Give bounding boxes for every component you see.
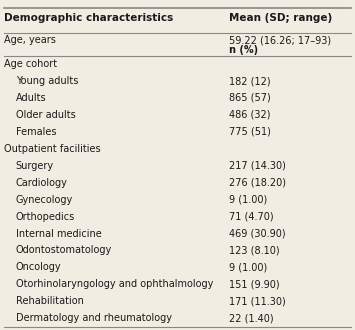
Text: 71 (4.70): 71 (4.70) [229, 212, 274, 221]
Text: 486 (32): 486 (32) [229, 110, 271, 120]
Text: Older adults: Older adults [16, 110, 75, 120]
Text: Age, years: Age, years [4, 35, 56, 45]
Text: 151 (9.90): 151 (9.90) [229, 279, 280, 289]
Text: 217 (14.30): 217 (14.30) [229, 161, 286, 171]
Text: 469 (30.90): 469 (30.90) [229, 228, 286, 239]
Text: 865 (57): 865 (57) [229, 93, 271, 103]
Text: 9 (1.00): 9 (1.00) [229, 262, 267, 272]
Text: Orthopedics: Orthopedics [16, 212, 75, 221]
Text: Oncology: Oncology [16, 262, 61, 272]
Text: Odontostomatology: Odontostomatology [16, 246, 112, 255]
Text: Outpatient facilities: Outpatient facilities [4, 144, 101, 154]
Text: Surgery: Surgery [16, 161, 54, 171]
Text: 775 (51): 775 (51) [229, 127, 271, 137]
Text: n (%): n (%) [229, 45, 258, 55]
Text: Age cohort: Age cohort [4, 59, 58, 69]
Text: 182 (12): 182 (12) [229, 76, 271, 86]
Text: Rehabilitation: Rehabilitation [16, 296, 83, 306]
Text: 22 (1.40): 22 (1.40) [229, 313, 274, 323]
Text: Internal medicine: Internal medicine [16, 228, 102, 239]
Text: 9 (1.00): 9 (1.00) [229, 195, 267, 205]
Text: Females: Females [16, 127, 56, 137]
Text: 276 (18.20): 276 (18.20) [229, 178, 286, 188]
Text: Mean (SD; range): Mean (SD; range) [229, 13, 332, 23]
Text: Otorhinolaryngology and ophthalmology: Otorhinolaryngology and ophthalmology [16, 279, 213, 289]
Text: Cardiology: Cardiology [16, 178, 67, 188]
Text: Demographic characteristics: Demographic characteristics [4, 13, 174, 23]
Text: Gynecology: Gynecology [16, 195, 73, 205]
Text: 171 (11.30): 171 (11.30) [229, 296, 286, 306]
Text: 123 (8.10): 123 (8.10) [229, 246, 280, 255]
Text: Young adults: Young adults [16, 76, 78, 86]
Text: Dermatology and rheumatology: Dermatology and rheumatology [16, 313, 171, 323]
Text: 59.22 (16.26; 17–93): 59.22 (16.26; 17–93) [229, 35, 331, 45]
Text: Adults: Adults [16, 93, 46, 103]
